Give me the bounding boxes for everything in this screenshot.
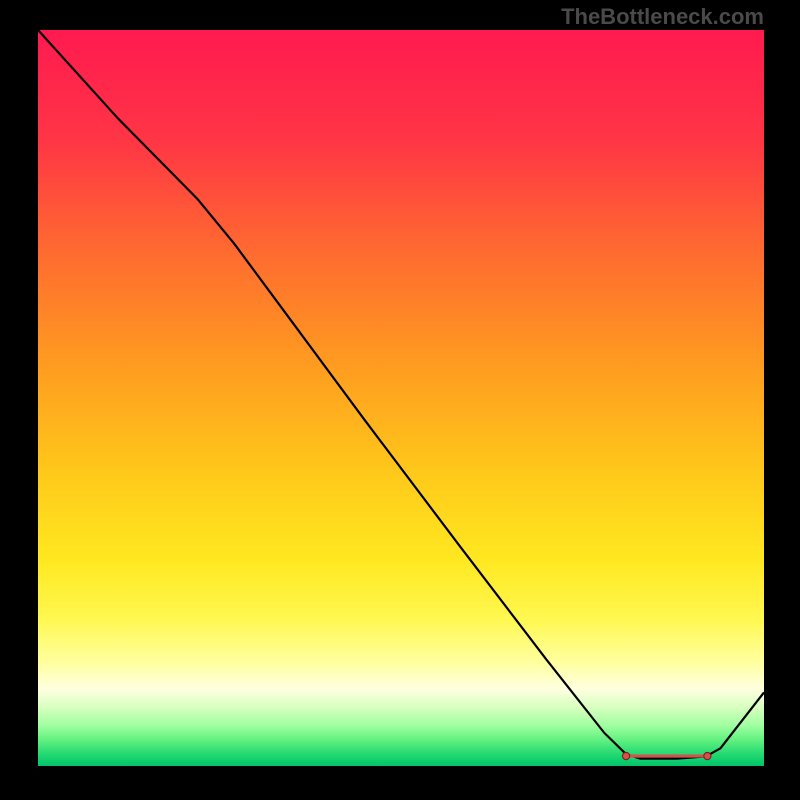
optimal-marker <box>704 752 711 759</box>
curve-overlay <box>38 30 764 766</box>
optimal-marker <box>622 752 629 759</box>
chart-container: TheBottleneck.com <box>0 0 800 800</box>
plot-area <box>38 30 764 766</box>
bottleneck-curve <box>38 30 764 759</box>
watermark-text: TheBottleneck.com <box>561 4 764 30</box>
